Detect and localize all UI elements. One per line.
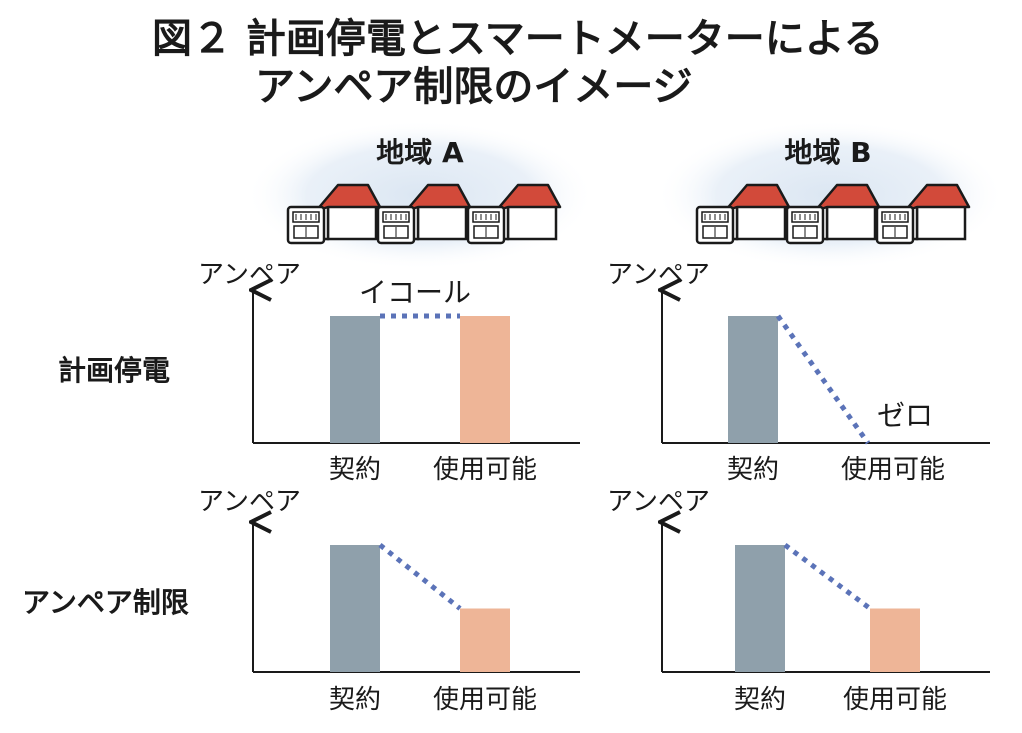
figure-title-line-2: アンペア制限のイメージ (255, 64, 693, 110)
annotation-label: イコール (359, 276, 471, 309)
bar-available (460, 608, 510, 672)
house-body (326, 203, 378, 241)
category-label-available: 使用可能 (841, 455, 945, 485)
category-label-available: 使用可能 (433, 685, 537, 715)
bar-available (870, 608, 920, 672)
region-a-label: 地域 A (376, 136, 464, 169)
region-b-label: 地域 B (784, 136, 871, 169)
figure-title-line-1: 図２ 計画停電とスマートメーターによる (152, 16, 884, 62)
house-body (915, 203, 967, 241)
region-a-header: 地域 A (245, 120, 595, 270)
house-body (416, 203, 468, 241)
y-axis-label: アンペア (198, 260, 301, 290)
house-roof (903, 183, 971, 213)
house-with-smart-meter-icon (785, 183, 881, 245)
trend-dotted-line (775, 314, 871, 445)
house-with-smart-meter-icon (376, 183, 472, 245)
house-body (506, 203, 558, 241)
row-label-planned-outage: 計画停電 (58, 354, 170, 387)
house-with-smart-meter-icon (466, 183, 562, 245)
region-b-houses (695, 183, 971, 245)
category-label-contract: 契約 (727, 455, 779, 485)
y-axis-label: アンペア (607, 487, 710, 517)
house-roof (494, 183, 562, 213)
bar-contract (728, 316, 778, 443)
region-b-header: 地域 B (655, 120, 1005, 270)
row-label-ampere-limit: アンペア制限 (22, 586, 189, 619)
house-body (825, 203, 877, 241)
y-axis-label: アンペア (198, 487, 301, 517)
category-label-contract: 契約 (329, 685, 381, 715)
category-label-available: 使用可能 (433, 455, 537, 485)
house-with-smart-meter-icon (695, 183, 791, 245)
bar-available (460, 316, 510, 443)
region-a-houses (286, 183, 562, 245)
trend-dotted-line (378, 543, 462, 611)
category-label-available: 使用可能 (843, 685, 947, 715)
bar-contract (330, 545, 380, 672)
category-label-contract: 契約 (329, 455, 381, 485)
house-roof (404, 183, 472, 213)
trend-dotted-line (783, 542, 872, 611)
bar-contract (735, 545, 785, 672)
house-roof (813, 183, 881, 213)
house-with-smart-meter-icon (875, 183, 971, 245)
house-body (735, 203, 787, 241)
house-roof (723, 183, 791, 213)
house-with-smart-meter-icon (286, 183, 382, 245)
y-axis-label: アンペア (607, 260, 710, 290)
bar-contract (330, 316, 380, 443)
house-roof (314, 183, 382, 213)
category-label-contract: 契約 (734, 685, 786, 715)
annotation-label: ゼロ (877, 399, 933, 432)
